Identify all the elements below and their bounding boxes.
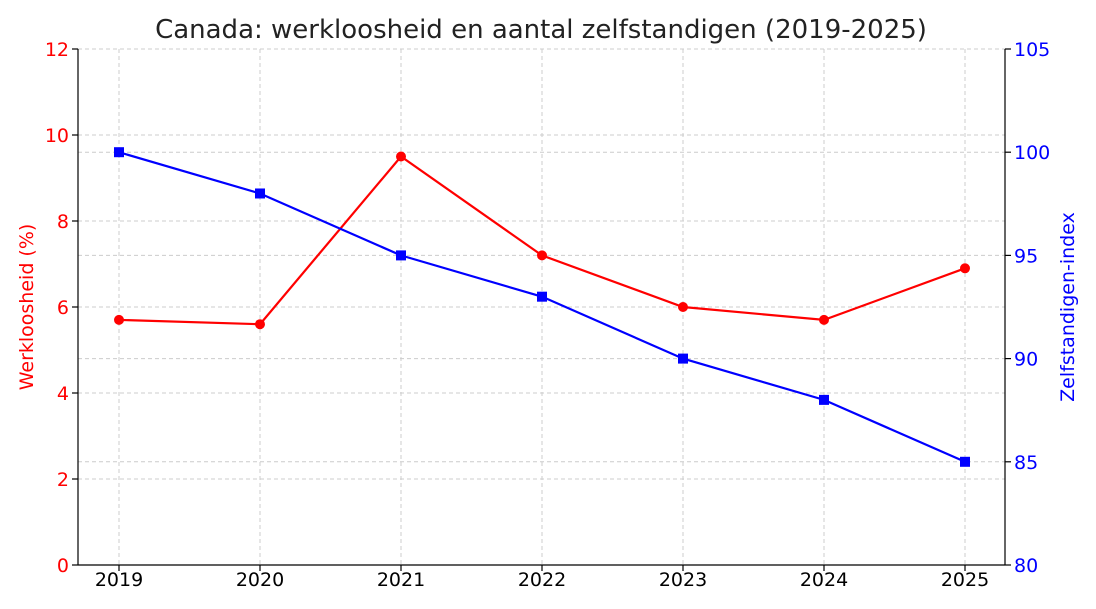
data-point-left xyxy=(537,250,547,261)
y-left-tick-label: 8 xyxy=(57,211,69,233)
y-right-tick-label: 105 xyxy=(1014,39,1050,61)
x-tick-label: 2023 xyxy=(659,569,707,591)
data-point-right xyxy=(537,291,547,302)
y-left-tick-label: 2 xyxy=(57,469,69,491)
data-point-left xyxy=(114,314,124,325)
y-left-tick-label: 6 xyxy=(57,297,69,319)
y-right-tick-label: 85 xyxy=(1014,452,1038,474)
y-left-tick-label: 4 xyxy=(57,383,69,405)
data-point-right xyxy=(819,394,829,405)
y-right-tick-label: 95 xyxy=(1014,245,1038,267)
data-point-right xyxy=(114,147,124,158)
y-right-axis-title: Zelfstandigen-index xyxy=(1057,212,1079,402)
y-right-tick-label: 100 xyxy=(1014,142,1050,164)
y-left-tick-label: 0 xyxy=(57,555,69,577)
y-right-tick-label: 80 xyxy=(1014,555,1038,577)
series-layer xyxy=(114,147,970,467)
x-tick-label: 2020 xyxy=(236,569,284,591)
chart-title: Canada: werkloosheid en aantal zelfstand… xyxy=(155,15,927,45)
data-point-right xyxy=(396,250,406,261)
x-tick-label: 2019 xyxy=(95,569,143,591)
x-tick-label: 2021 xyxy=(377,569,425,591)
x-tick-label: 2022 xyxy=(518,569,566,591)
x-tick-label: 2024 xyxy=(800,569,848,591)
axes: 2019 2020 2021 2022 2023 2024 2025 0 2 4 6 8 10 12 80 8… xyxy=(45,39,1050,591)
y-left-tick-label: 12 xyxy=(45,39,69,61)
x-tick-label: 2025 xyxy=(941,569,989,591)
grid xyxy=(78,48,1005,566)
data-point-left xyxy=(396,151,406,162)
data-point-left xyxy=(960,263,970,274)
data-point-right xyxy=(678,353,688,364)
y-left-tick-label: 10 xyxy=(45,125,69,147)
data-point-right xyxy=(255,188,265,199)
y-right-tick-label: 90 xyxy=(1014,349,1038,371)
y-left-axis-title: Werkloosheid (%) xyxy=(16,224,38,391)
data-point-left xyxy=(678,302,688,312)
data-point-left xyxy=(255,319,265,330)
data-point-left xyxy=(819,314,829,325)
data-point-right xyxy=(960,456,970,467)
